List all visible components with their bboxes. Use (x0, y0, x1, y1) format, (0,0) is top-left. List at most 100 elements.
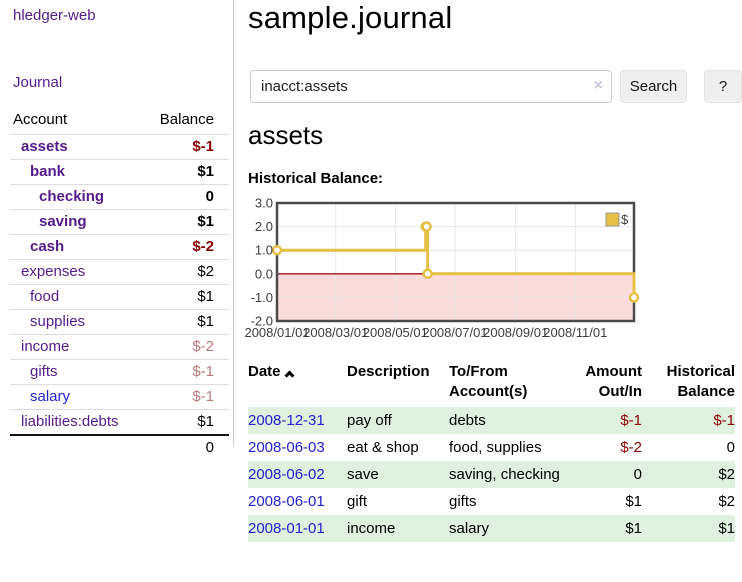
register-body: 2008-12-31 pay off debts $-1 $-1 2008-06-03 ea… (248, 407, 735, 542)
svg-text:-1.0: -1.0 (251, 290, 273, 305)
account-balance: $-2 (141, 234, 229, 260)
account-link[interactable]: supplies (30, 313, 86, 330)
svg-text:0.0: 0.0 (255, 266, 273, 281)
transaction-balance: $-1 (713, 412, 735, 429)
account-link[interactable]: checking (39, 188, 105, 205)
account-row: expenses $2 (10, 259, 229, 285)
account-row: assets $-1 (10, 134, 229, 160)
account-row: saving $1 (10, 209, 229, 235)
clear-search-icon[interactable]: × (593, 77, 603, 94)
account-row: bank $1 (10, 159, 229, 185)
account-balance: $1 (141, 309, 229, 335)
account-row: liabilities:debts $1 (10, 409, 229, 435)
transaction-accounts: saving, checking (449, 466, 560, 483)
brand-link[interactable]: hledger-web (13, 7, 96, 24)
account-balance: $2 (141, 259, 229, 285)
account-row: cash $-2 (10, 234, 229, 260)
balance-col-header: Balance (159, 111, 214, 128)
account-row: supplies $1 (10, 309, 229, 335)
account-row: food $1 (10, 284, 229, 310)
account-link[interactable]: gifts (30, 363, 58, 380)
account-balance: $1 (141, 209, 229, 235)
account-balance: 0 (141, 184, 229, 210)
register-row: 2008-06-03 eat & shop food, supplies $-2 0 (248, 434, 735, 461)
transaction-amount: $1 (625, 493, 642, 510)
transaction-date-link[interactable]: 2008-06-02 (248, 466, 325, 483)
legend-swatch (605, 212, 620, 227)
accounts-total-spacer (10, 434, 142, 460)
transaction-date-link[interactable]: 2008-01-01 (248, 520, 325, 537)
amount-col-header: Amount Out/In (585, 363, 642, 400)
transaction-balance: $2 (718, 493, 735, 510)
transaction-accounts: food, supplies (449, 439, 542, 456)
transaction-date-link[interactable]: 2008-12-31 (248, 412, 325, 429)
svg-text:3.0: 3.0 (255, 196, 273, 211)
register-row: 2008-01-01 income salary $1 $1 (248, 515, 735, 542)
svg-text:2008/07/01: 2008/07/01 (422, 325, 487, 340)
main-content: sample.journal × Search ? assets Histori… (244, 0, 742, 582)
register-row: 2008-12-31 pay off debts $-1 $-1 (248, 407, 735, 434)
page-title: sample.journal (248, 0, 453, 35)
transaction-description: eat & shop (347, 439, 419, 456)
account-link[interactable]: assets (21, 138, 68, 155)
sidebar-item-journal[interactable]: Journal (13, 74, 63, 91)
transaction-description: income (347, 520, 396, 537)
account-link[interactable]: income (21, 338, 70, 355)
account-link[interactable]: expenses (21, 263, 86, 280)
date-col-label: Date (248, 363, 281, 380)
svg-text:2.0: 2.0 (255, 219, 273, 234)
accounts-total-value: 0 (141, 434, 229, 460)
account-link[interactable]: food (30, 288, 60, 305)
account-link[interactable]: saving (39, 213, 87, 230)
transaction-accounts: gifts (449, 493, 477, 510)
register-table: Date Description To/From Account(s) Amou… (248, 362, 735, 542)
account-row: income $-2 (10, 334, 229, 360)
register-header-row: Date Description To/From Account(s) Amou… (248, 362, 735, 407)
transaction-description: gift (347, 493, 368, 510)
sort-ascending-icon (284, 370, 294, 381)
svg-text:2008/09/01: 2008/09/01 (483, 325, 548, 340)
search-box: × (250, 70, 612, 103)
accounts-col-header: Account (13, 111, 68, 128)
transaction-balance: 0 (726, 439, 735, 456)
account-heading: assets (248, 120, 324, 150)
account-link[interactable]: bank (30, 163, 66, 180)
balance-col-header-main: Historical Balance (666, 363, 735, 400)
transaction-balance: $1 (718, 520, 735, 537)
accounts-header-row: Account Balance (10, 107, 229, 135)
description-col-header: Description (347, 363, 430, 380)
chart-title: Historical Balance: (248, 170, 384, 187)
svg-text:$: $ (621, 212, 629, 227)
svg-text:2008/11/01: 2008/11/01 (543, 325, 607, 340)
account-balance: $-2 (141, 334, 229, 360)
transaction-amount: 0 (633, 466, 642, 483)
accounts-col-header-main: To/From Account(s) (449, 363, 528, 400)
date-col-header[interactable]: Date (248, 362, 347, 407)
search-input[interactable] (250, 70, 612, 103)
transaction-amount: $-1 (620, 412, 642, 429)
svg-text:2008/05/01: 2008/05/01 (363, 325, 428, 340)
transaction-date-link[interactable]: 2008-06-01 (248, 493, 325, 510)
account-link[interactable]: salary (30, 388, 71, 405)
transaction-amount: $1 (625, 520, 642, 537)
transaction-balance: $2 (718, 466, 735, 483)
account-link[interactable]: liabilities:debts (21, 413, 119, 430)
account-row: salary $-1 (10, 384, 229, 410)
account-balance: $-1 (141, 384, 229, 410)
account-link[interactable]: cash (30, 238, 65, 255)
account-balance: $-1 (141, 134, 229, 160)
account-balance: $1 (141, 159, 229, 185)
transaction-date-link[interactable]: 2008-06-03 (248, 439, 325, 456)
svg-text:2008/01/01: 2008/01/01 (244, 325, 309, 340)
sidebar: hledger-web Journal Account Balance asse… (0, 0, 234, 460)
register-row: 2008-06-01 gift gifts $1 $2 (248, 488, 735, 515)
search-form: × Search ? (248, 70, 742, 103)
account-balance: $-1 (141, 359, 229, 385)
svg-text:1.0: 1.0 (255, 243, 273, 258)
search-button[interactable]: Search (620, 70, 687, 103)
account-balance: $1 (141, 409, 229, 435)
transaction-amount: $-2 (620, 439, 642, 456)
help-button[interactable]: ? (704, 70, 742, 103)
svg-text:2008/03/01: 2008/03/01 (303, 325, 368, 340)
